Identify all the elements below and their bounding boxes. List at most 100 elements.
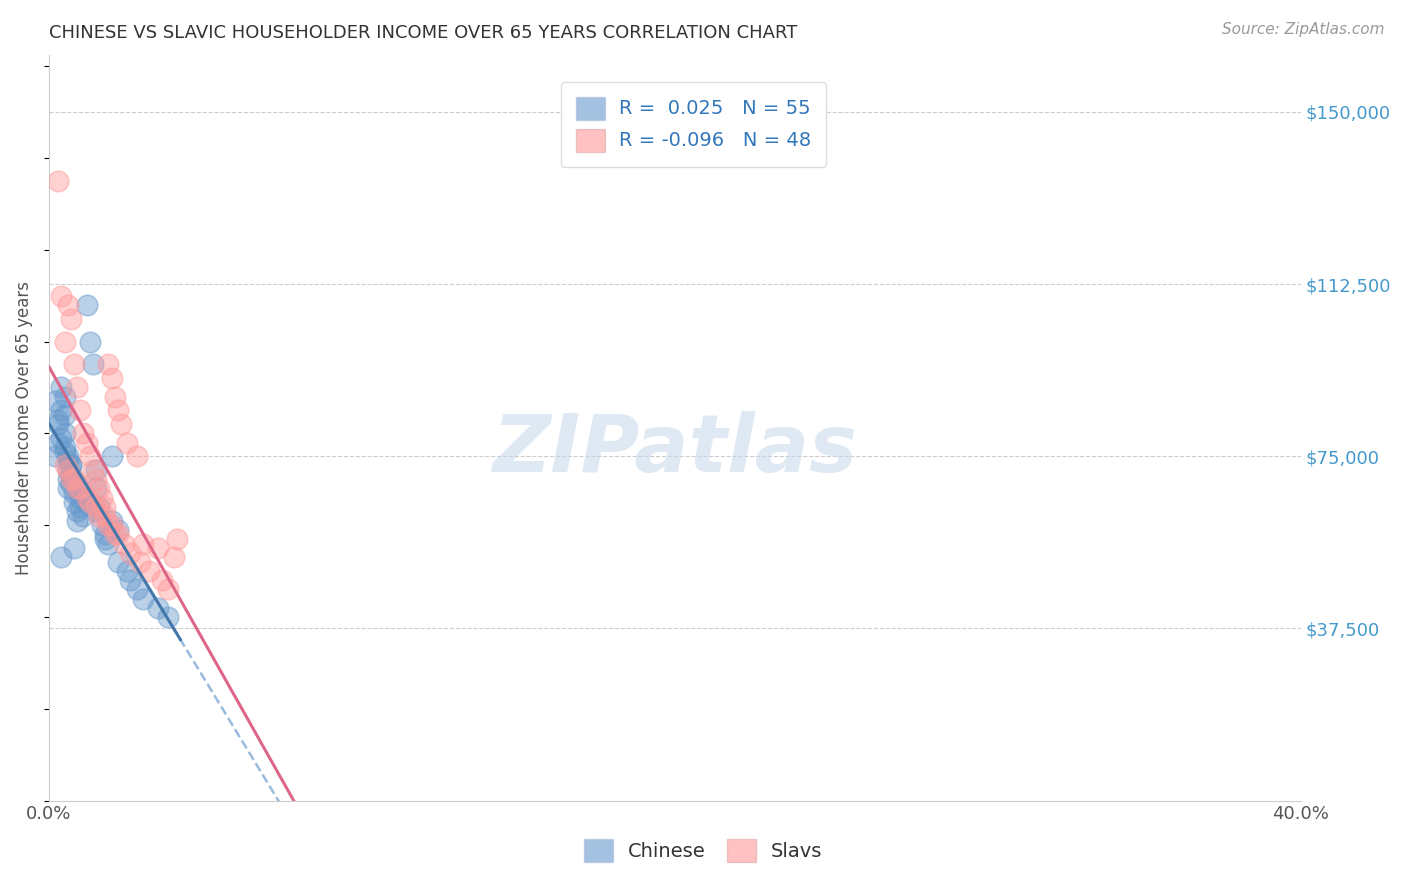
Point <box>94 508 117 523</box>
Point <box>69 482 91 496</box>
Point <box>56 454 79 468</box>
Point <box>148 600 170 615</box>
Point <box>51 550 73 565</box>
Point <box>100 514 122 528</box>
Point <box>87 500 110 514</box>
Point <box>107 403 129 417</box>
Point <box>115 435 138 450</box>
Point <box>128 555 150 569</box>
Point <box>97 536 120 550</box>
Point <box>53 334 76 349</box>
Point <box>91 518 114 533</box>
Point <box>76 435 98 450</box>
Point <box>53 440 76 454</box>
Point <box>87 508 110 523</box>
Point <box>59 458 82 473</box>
Point <box>79 334 101 349</box>
Point <box>63 358 86 372</box>
Point <box>94 527 117 541</box>
Point <box>82 358 104 372</box>
Point <box>56 482 79 496</box>
Point <box>150 574 173 588</box>
Point <box>66 482 89 496</box>
Point <box>56 463 79 477</box>
Point <box>53 390 76 404</box>
Point <box>59 476 82 491</box>
Point <box>63 486 86 500</box>
Point <box>132 591 155 606</box>
Point <box>66 504 89 518</box>
Point <box>51 403 73 417</box>
Legend: R =  0.025   N = 55, R = -0.096   N = 48: R = 0.025 N = 55, R = -0.096 N = 48 <box>561 82 825 167</box>
Point <box>66 380 89 394</box>
Point <box>97 358 120 372</box>
Point <box>120 574 142 588</box>
Point <box>148 541 170 555</box>
Point <box>72 508 94 523</box>
Point <box>48 417 70 432</box>
Point <box>59 467 82 482</box>
Point <box>69 491 91 505</box>
Y-axis label: Householder Income Over 65 years: Householder Income Over 65 years <box>15 281 32 574</box>
Point <box>76 495 98 509</box>
Point <box>72 426 94 441</box>
Point <box>110 417 132 432</box>
Point <box>56 450 79 464</box>
Point <box>53 444 76 458</box>
Point <box>53 426 76 441</box>
Point <box>84 504 107 518</box>
Point <box>84 500 107 514</box>
Point <box>163 550 186 565</box>
Point <box>100 450 122 464</box>
Point <box>44 450 66 464</box>
Point <box>156 610 179 624</box>
Point <box>120 546 142 560</box>
Point <box>100 518 122 533</box>
Point <box>115 564 138 578</box>
Point <box>97 518 120 533</box>
Point <box>166 532 188 546</box>
Text: Source: ZipAtlas.com: Source: ZipAtlas.com <box>1222 22 1385 37</box>
Point <box>76 491 98 505</box>
Point <box>63 541 86 555</box>
Point <box>125 450 148 464</box>
Point <box>59 472 82 486</box>
Point <box>91 491 114 505</box>
Point <box>94 532 117 546</box>
Point <box>63 495 86 509</box>
Point <box>56 463 79 477</box>
Point <box>104 527 127 541</box>
Point <box>84 482 107 496</box>
Point <box>53 408 76 422</box>
Point <box>107 527 129 541</box>
Point <box>48 174 70 188</box>
Point <box>125 582 148 597</box>
Point <box>53 458 76 473</box>
Point <box>69 403 91 417</box>
Point <box>59 311 82 326</box>
Point <box>84 463 107 477</box>
Point <box>94 500 117 514</box>
Point <box>69 500 91 514</box>
Point <box>56 472 79 486</box>
Point <box>104 390 127 404</box>
Point <box>112 536 135 550</box>
Point <box>59 458 82 473</box>
Point <box>84 472 107 486</box>
Point <box>82 463 104 477</box>
Point <box>51 288 73 302</box>
Point <box>51 431 73 445</box>
Point <box>138 564 160 578</box>
Point <box>63 472 86 486</box>
Point <box>48 412 70 426</box>
Point <box>156 582 179 597</box>
Text: CHINESE VS SLAVIC HOUSEHOLDER INCOME OVER 65 YEARS CORRELATION CHART: CHINESE VS SLAVIC HOUSEHOLDER INCOME OVE… <box>49 24 797 42</box>
Point <box>76 298 98 312</box>
Point <box>69 486 91 500</box>
Point <box>48 435 70 450</box>
Point <box>66 514 89 528</box>
Point <box>66 476 89 491</box>
Point <box>79 450 101 464</box>
Point <box>107 555 129 569</box>
Point <box>44 394 66 409</box>
